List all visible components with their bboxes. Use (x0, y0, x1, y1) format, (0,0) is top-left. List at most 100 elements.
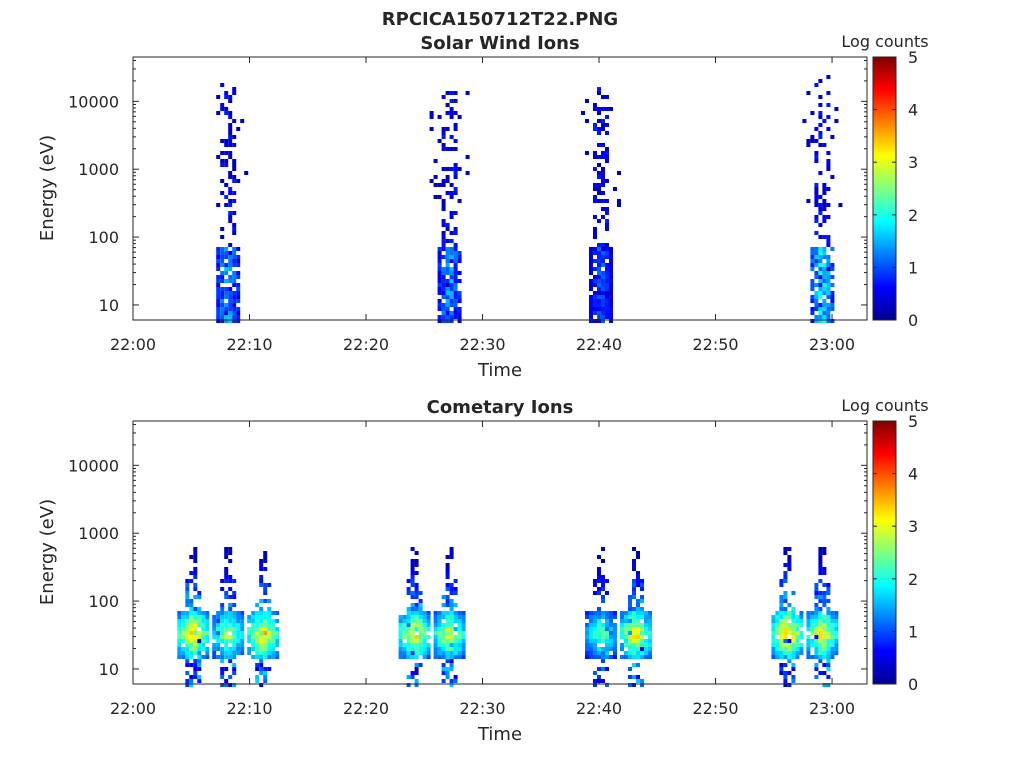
spectrogram-cell (830, 247, 835, 251)
spectrogram-cell (640, 635, 644, 639)
spectrogram-cell (453, 251, 458, 255)
spectrogram-cell (826, 239, 831, 243)
spectrogram-cell (601, 679, 605, 683)
spectrogram-cell (224, 263, 229, 267)
spectrogram-cell (240, 643, 245, 647)
spectrogram-cell (593, 643, 597, 647)
spectrogram-cell (251, 647, 256, 651)
spectrogram-cell (461, 643, 466, 647)
spectrogram-cell (189, 599, 194, 603)
spectrogram-cell (593, 319, 597, 323)
spectrogram-cell (787, 567, 792, 571)
spectrogram-cell (406, 647, 411, 651)
spectrogram-cell (189, 647, 194, 651)
spectrogram-cell (613, 187, 617, 191)
spectrogram-cell (402, 643, 407, 647)
spectrogram-cell (779, 631, 784, 635)
spectrogram-cell (787, 647, 792, 651)
spectrogram-cell (437, 263, 442, 267)
spectrogram-cell (259, 671, 264, 675)
spectrogram-cell (814, 215, 819, 219)
spectrogram-cell (795, 627, 800, 631)
spectrogram-cell (228, 251, 233, 255)
spectrogram-cell (449, 239, 454, 243)
spectrogram-cell (465, 91, 470, 95)
spectrogram-cell (437, 627, 442, 631)
spectrogram-cell (263, 555, 268, 559)
spectrogram-cell (779, 647, 784, 651)
spectrogram-cell (779, 603, 784, 607)
spectrogram-cell (609, 275, 613, 279)
spectrogram-cell (810, 299, 815, 303)
spectrogram-cell (445, 299, 450, 303)
spectrogram-cell (259, 667, 264, 671)
spectrogram-cell (601, 287, 605, 291)
spectrogram-cell (441, 311, 446, 315)
spectrogram-cell (617, 203, 621, 207)
spectrogram-cell (810, 627, 815, 631)
spectrogram-cell (426, 655, 431, 659)
spectrogram-cell (441, 603, 446, 607)
spectrogram-cell (585, 635, 589, 639)
spectrogram-cell (601, 179, 605, 183)
spectrogram-cell (232, 615, 237, 619)
spectrogram-cell (814, 155, 819, 159)
spectrogram-cell (783, 643, 788, 647)
spectrogram-cell (449, 115, 454, 119)
spectrogram-cell (445, 307, 450, 311)
spectrogram-cell (189, 619, 194, 623)
spectrogram-cell (834, 615, 839, 619)
spectrogram-cell (445, 311, 450, 315)
spectrogram-cell (414, 679, 419, 683)
spectrogram-cell (810, 267, 815, 271)
spectrogram-cell (810, 655, 815, 659)
spectrogram-cell (636, 575, 640, 579)
spectrogram-cell (589, 259, 593, 263)
spectrogram-cell (644, 627, 648, 631)
spectrogram-cell (624, 619, 628, 623)
spectrogram-cell (826, 675, 831, 679)
spectrogram-cell (632, 627, 636, 631)
spectrogram-cell (818, 271, 823, 275)
spectrogram-cell (406, 675, 411, 679)
spectrogram-cell (814, 259, 819, 263)
spectrogram-cell (426, 619, 431, 623)
spectrogram-cell (818, 247, 823, 251)
spectrogram-cell (189, 571, 194, 575)
spectrogram-cell (601, 207, 605, 211)
spectrogram-cell (457, 259, 462, 263)
spectrogram-cell (632, 563, 636, 567)
spectrogram-cell (263, 671, 268, 675)
spectrogram-cell (220, 287, 225, 291)
spectrogram-cell (640, 579, 644, 583)
spectrogram-cell (593, 227, 597, 231)
spectrogram-cell (437, 307, 442, 311)
spectrogram-cell (457, 115, 462, 119)
spectrogram-cell (609, 611, 613, 615)
spectrogram-cell (818, 275, 823, 279)
spectrogram-cell (422, 631, 427, 635)
spectrogram-cell (457, 627, 462, 631)
spectrogram-cell (224, 287, 229, 291)
spectrogram-cell (822, 591, 827, 595)
spectrogram-cell (597, 635, 601, 639)
spectrogram-cell (628, 595, 632, 599)
spectrogram-cell (597, 655, 601, 659)
spectrogram-cell (251, 655, 256, 659)
spectrogram-cell (224, 203, 229, 207)
spectrogram-cell (410, 547, 415, 551)
spectrogram-cell (771, 643, 776, 647)
spectrogram-cell (822, 283, 827, 287)
spectrogram-cell (449, 319, 454, 323)
spectrogram-cell (414, 583, 419, 587)
spectrogram-cell (834, 639, 839, 643)
spectrogram-cell (461, 655, 466, 659)
spectrogram-cell (593, 307, 597, 311)
spectrogram-cell (228, 263, 233, 267)
spectrogram-cell (822, 671, 827, 675)
spectrogram-cell (806, 643, 811, 647)
spectrogram-cell (791, 607, 796, 611)
spectrogram-cell (224, 571, 229, 575)
spectrogram-cell (220, 675, 225, 679)
spectrogram-cell (818, 123, 823, 127)
